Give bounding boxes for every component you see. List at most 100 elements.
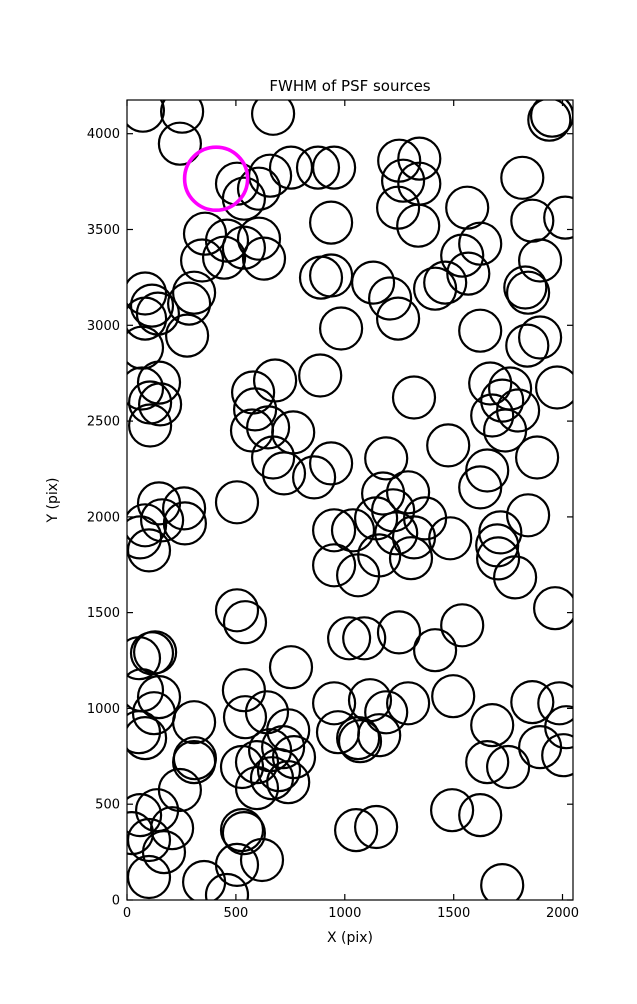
psf-source-circle: [514, 435, 560, 480]
psf-source-circle: [470, 393, 515, 438]
psf-source-circle: [253, 358, 298, 403]
psf-source-circle: [527, 100, 572, 142]
highlighted-psf-circle: [182, 145, 250, 212]
psf-source-circle: [500, 155, 545, 200]
psf-source-circle: [505, 323, 550, 368]
psf-source-circle: [388, 536, 434, 581]
psf-source-circle: [351, 260, 396, 305]
psf-source-circle: [202, 235, 247, 280]
psf-source-circle: [160, 100, 205, 134]
psf-source-circle: [431, 674, 476, 719]
plot-border: [126, 99, 574, 901]
x-tick-label: 1000: [328, 906, 361, 921]
psf-source-circle: [376, 610, 422, 655]
psf-source-circle: [204, 872, 250, 900]
psf-source-circle: [162, 486, 207, 531]
psf-source-circle: [256, 747, 302, 793]
chart-title: FWHM of PSF sources: [269, 77, 430, 95]
psf-source-circle: [386, 470, 431, 515]
psf-source-circle: [251, 100, 296, 136]
psf-source-circle: [234, 739, 280, 785]
psf-source-circle: [221, 810, 266, 856]
psf-source-circle: [397, 136, 442, 181]
psf-source-circle: [334, 807, 379, 853]
psf-source-circle: [309, 253, 354, 298]
psf-source-circle: [127, 710, 162, 755]
psf-source-circle: [510, 679, 555, 725]
psf-source-circle: [298, 353, 343, 398]
psf-source-circle: [266, 760, 311, 805]
psf-source-circle: [364, 436, 409, 481]
psf-source-circle: [371, 488, 416, 533]
psf-source-circle: [241, 236, 287, 281]
psf-source-circle: [503, 265, 548, 310]
psf-source-circle: [478, 510, 523, 555]
psf-source-circle: [127, 716, 168, 761]
psf-source-circle: [537, 681, 573, 726]
psf-source-circle: [182, 211, 228, 256]
x-tick-label: 500: [223, 906, 248, 921]
psf-source-circle: [413, 628, 458, 673]
y-tick-label: 500: [95, 798, 120, 813]
psf-source-circle: [309, 441, 354, 486]
psf-source-circle: [374, 511, 419, 556]
psf-source-circle: [236, 216, 282, 261]
y-tick-label: 0: [112, 894, 120, 909]
psf-source-circle: [150, 806, 195, 851]
x-axis-label: X (pix): [327, 930, 373, 946]
psf-source-circle: [292, 455, 337, 500]
tick-labels-layer: 0 500 1000 1500 2000 0 500 1000 1500 2000 2500 3000…: [87, 127, 579, 921]
psf-source-circle: [172, 700, 217, 745]
psf-source-circle: [165, 313, 210, 358]
scatter-points-layer: [127, 100, 573, 900]
psf-source-circle: [458, 465, 503, 510]
psf-source-circle: [458, 308, 503, 353]
psf-source-circle: [162, 501, 207, 546]
y-tick-label: 2000: [87, 510, 120, 525]
psf-source-circle: [261, 724, 306, 770]
psf-source-circle: [312, 681, 357, 726]
psf-source-circle: [131, 691, 177, 736]
psf-source-circle: [468, 361, 513, 406]
y-tick-label: 1500: [87, 606, 120, 621]
psf-source-circle: [129, 283, 175, 328]
psf-source-circle: [312, 145, 357, 190]
psf-source-circle: [136, 360, 182, 405]
psf-source-circle: [396, 203, 441, 248]
psf-source-circle: [428, 516, 473, 561]
psf-source-circle: [440, 233, 485, 278]
psf-source-circle: [221, 225, 266, 270]
psf-source-circle: [465, 739, 510, 785]
psf-source-circle: [222, 600, 268, 645]
psf-source-circle: [182, 859, 227, 900]
psf-source-circle: [309, 200, 354, 245]
psf-source-circle: [517, 315, 563, 360]
y-tick-label: 3000: [87, 319, 120, 334]
psf-source-circle: [517, 238, 563, 283]
psf-source-circle: [315, 710, 361, 755]
psf-source-circle: [386, 681, 431, 726]
psf-source-circle: [221, 668, 266, 713]
psf-source-circle: [430, 788, 475, 833]
psf-source-circle: [128, 403, 173, 448]
psf-source-circle: [261, 451, 307, 496]
psf-source-circle: [236, 166, 282, 211]
psf-source-circle: [233, 387, 278, 432]
psf-source-circle: [336, 715, 381, 761]
psf-source-circle: [413, 266, 458, 311]
psf-source-circle: [172, 739, 217, 785]
y-axis-label: Y (pix): [45, 478, 61, 524]
psf-source-circle: [480, 378, 525, 423]
y-tick-label: 4000: [87, 127, 120, 142]
psf-source-circle: [533, 586, 573, 631]
psf-source-circle: [298, 255, 344, 300]
psf-source-circle: [127, 854, 172, 900]
psf-source-circle: [486, 744, 531, 790]
psf-source-circle: [364, 690, 409, 735]
psf-source-circle: [222, 695, 268, 740]
psf-source-circle: [376, 296, 421, 341]
psf-source-circle: [127, 296, 168, 341]
y-tick-label: 2500: [87, 415, 120, 430]
